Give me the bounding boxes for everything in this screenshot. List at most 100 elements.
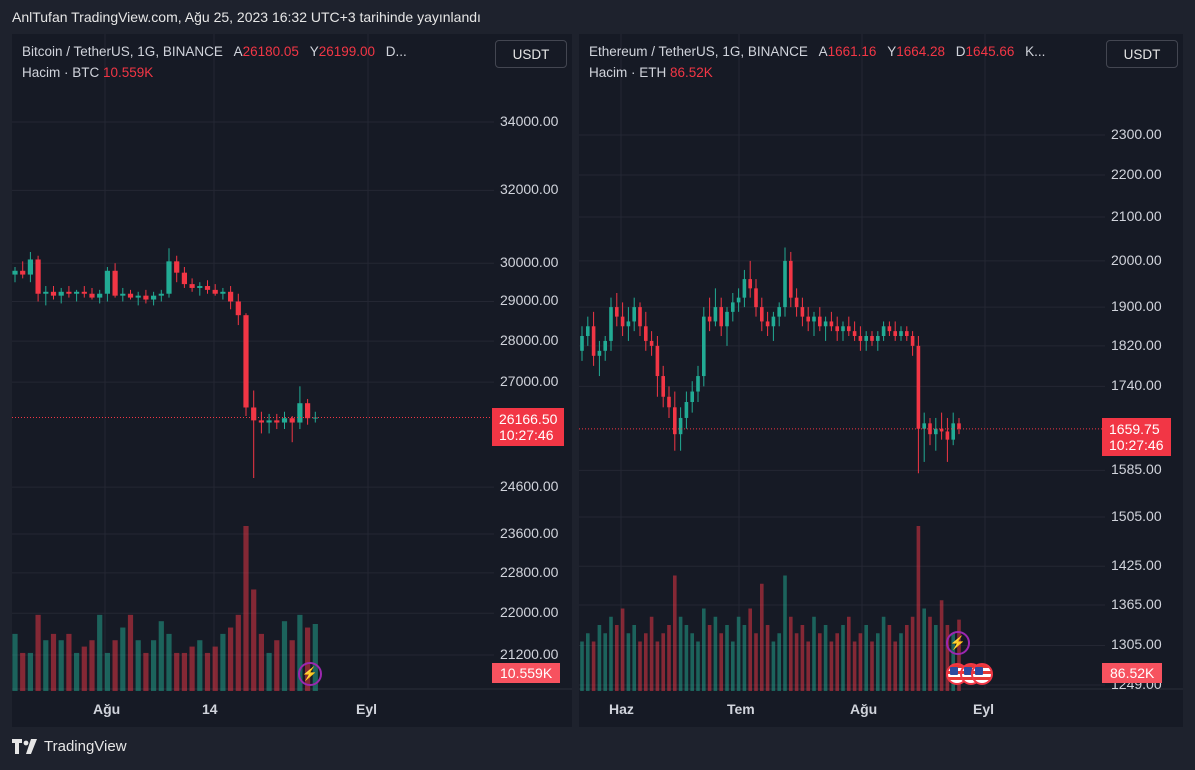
volume-bar — [27, 652, 33, 691]
volume-bar — [725, 625, 729, 691]
btc-symbol[interactable]: Bitcoin / TetherUS, 1G, BINANCE — [22, 44, 223, 59]
candle-body — [644, 326, 648, 341]
volume-bar — [760, 583, 764, 691]
volume-bar — [189, 646, 195, 691]
y-tick-label: 22800.00 — [500, 563, 559, 580]
volume-bar — [673, 575, 677, 691]
volume-bar — [89, 640, 95, 691]
volume-bar — [181, 652, 187, 691]
volume-bar — [305, 627, 311, 691]
y-tick-label: 23600.00 — [500, 524, 559, 541]
x-tick-label: 14 — [202, 701, 218, 717]
volume-bar — [281, 621, 288, 691]
eth-countdown: 10:27:46 — [1109, 437, 1164, 453]
btc-high-value: 26199.00 — [318, 44, 376, 59]
candle-body — [212, 289, 218, 294]
btc-chart-panel[interactable]: Bitcoin / TetherUS, 1G, BINANCE A26180.0… — [12, 34, 572, 727]
btc-open-label: A — [233, 44, 243, 59]
candle-body — [760, 307, 764, 322]
candle-body — [243, 315, 249, 408]
lightning-icon[interactable]: ⚡ — [946, 631, 970, 655]
volume-bar — [713, 616, 718, 691]
volume-bar — [719, 633, 723, 691]
volume-bar — [800, 625, 805, 691]
candle-body — [748, 279, 752, 289]
volume-bar — [823, 625, 828, 691]
candle-body — [638, 307, 642, 327]
candle-body — [112, 270, 118, 296]
candle-body — [135, 295, 141, 298]
eth-chart-canvas[interactable] — [579, 34, 1183, 727]
y-tick-label: 27000.00 — [500, 373, 559, 390]
candle-body — [707, 316, 712, 322]
candle-body — [50, 291, 57, 296]
candle-body — [151, 295, 157, 300]
candle-body — [586, 326, 590, 337]
candle-body — [673, 407, 677, 435]
candle-body — [731, 302, 735, 312]
volume-bar — [12, 633, 18, 691]
eth-symbol[interactable]: Ethereum / TetherUS, 1G, BINANCE — [589, 44, 808, 59]
candle-body — [922, 423, 926, 429]
btc-currency-button[interactable]: USDT — [495, 40, 567, 68]
y-tick-label: 34000.00 — [500, 113, 559, 129]
volume-bar — [951, 633, 955, 691]
volume-bar — [266, 652, 272, 691]
btc-chart-canvas[interactable] — [12, 34, 572, 727]
volume-bar — [812, 616, 816, 691]
eth-last-price: 1659.75 — [1109, 421, 1160, 437]
candle-body — [174, 261, 180, 273]
candle-body — [899, 331, 903, 337]
candle-body — [189, 284, 195, 288]
volume-bar — [289, 640, 295, 691]
volume-bar — [928, 616, 932, 691]
volume-bar — [166, 633, 172, 691]
volume-bar — [852, 641, 857, 691]
volume-bar — [220, 633, 226, 691]
y-tick-label: 22000.00 — [500, 604, 559, 621]
candle-body — [655, 345, 660, 377]
eth-currency-button[interactable]: USDT — [1106, 40, 1178, 68]
candle-body — [812, 316, 816, 322]
volume-bar — [143, 652, 149, 691]
y-tick-label: 1305.00 — [1111, 636, 1162, 653]
eth-chart-panel[interactable]: Ethereum / TetherUS, 1G, BINANCE A1661.1… — [579, 34, 1183, 727]
candle-body — [197, 286, 203, 288]
us-flag-icon[interactable] — [971, 663, 993, 685]
volume-bar — [626, 633, 631, 691]
volume-bar — [829, 641, 834, 691]
volume-bar — [864, 625, 868, 691]
volume-bar — [916, 526, 921, 691]
volume-bar — [754, 633, 758, 691]
candle-body — [35, 259, 41, 294]
volume-bar — [893, 641, 897, 691]
candle-body — [120, 293, 126, 296]
volume-bar — [702, 608, 706, 691]
volume-bar — [910, 616, 915, 691]
candle-body — [181, 272, 187, 285]
candle-body — [220, 291, 226, 294]
lightning-icon[interactable]: ⚡ — [298, 662, 322, 686]
volume-bar — [841, 625, 845, 691]
candle-body — [725, 311, 729, 327]
candle-body — [754, 288, 758, 308]
candle-body — [20, 270, 26, 275]
volume-bar — [690, 633, 694, 691]
candle-body — [829, 321, 834, 327]
candle-body — [713, 307, 718, 322]
volume-bar — [783, 575, 787, 691]
eth-volume-value: 86.52K — [670, 65, 713, 80]
volume-bar — [580, 641, 584, 691]
volume-bar — [603, 633, 607, 691]
y-tick-label: 2300.00 — [1111, 126, 1162, 142]
candle-body — [158, 293, 164, 296]
tradingview-logo[interactable]: TradingView — [12, 738, 127, 755]
candle-body — [678, 417, 683, 435]
volume-bar — [876, 633, 880, 691]
volume-bar — [597, 625, 602, 691]
volume-bar — [104, 652, 110, 691]
candle-body — [620, 316, 625, 327]
candle-body — [945, 431, 950, 440]
y-tick-label: 28000.00 — [500, 332, 559, 349]
candle-body — [841, 326, 845, 332]
